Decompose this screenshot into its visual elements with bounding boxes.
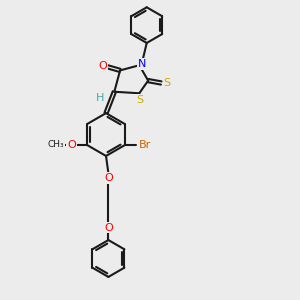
Text: S: S — [164, 78, 171, 88]
Text: H: H — [95, 93, 104, 103]
Text: CH₃: CH₃ — [47, 140, 64, 149]
Text: O: O — [104, 173, 113, 183]
Text: O: O — [68, 140, 76, 150]
Text: O: O — [98, 61, 106, 71]
Text: N: N — [138, 59, 146, 69]
Text: O: O — [104, 223, 113, 232]
Text: S: S — [136, 95, 143, 105]
Text: Br: Br — [139, 140, 151, 150]
